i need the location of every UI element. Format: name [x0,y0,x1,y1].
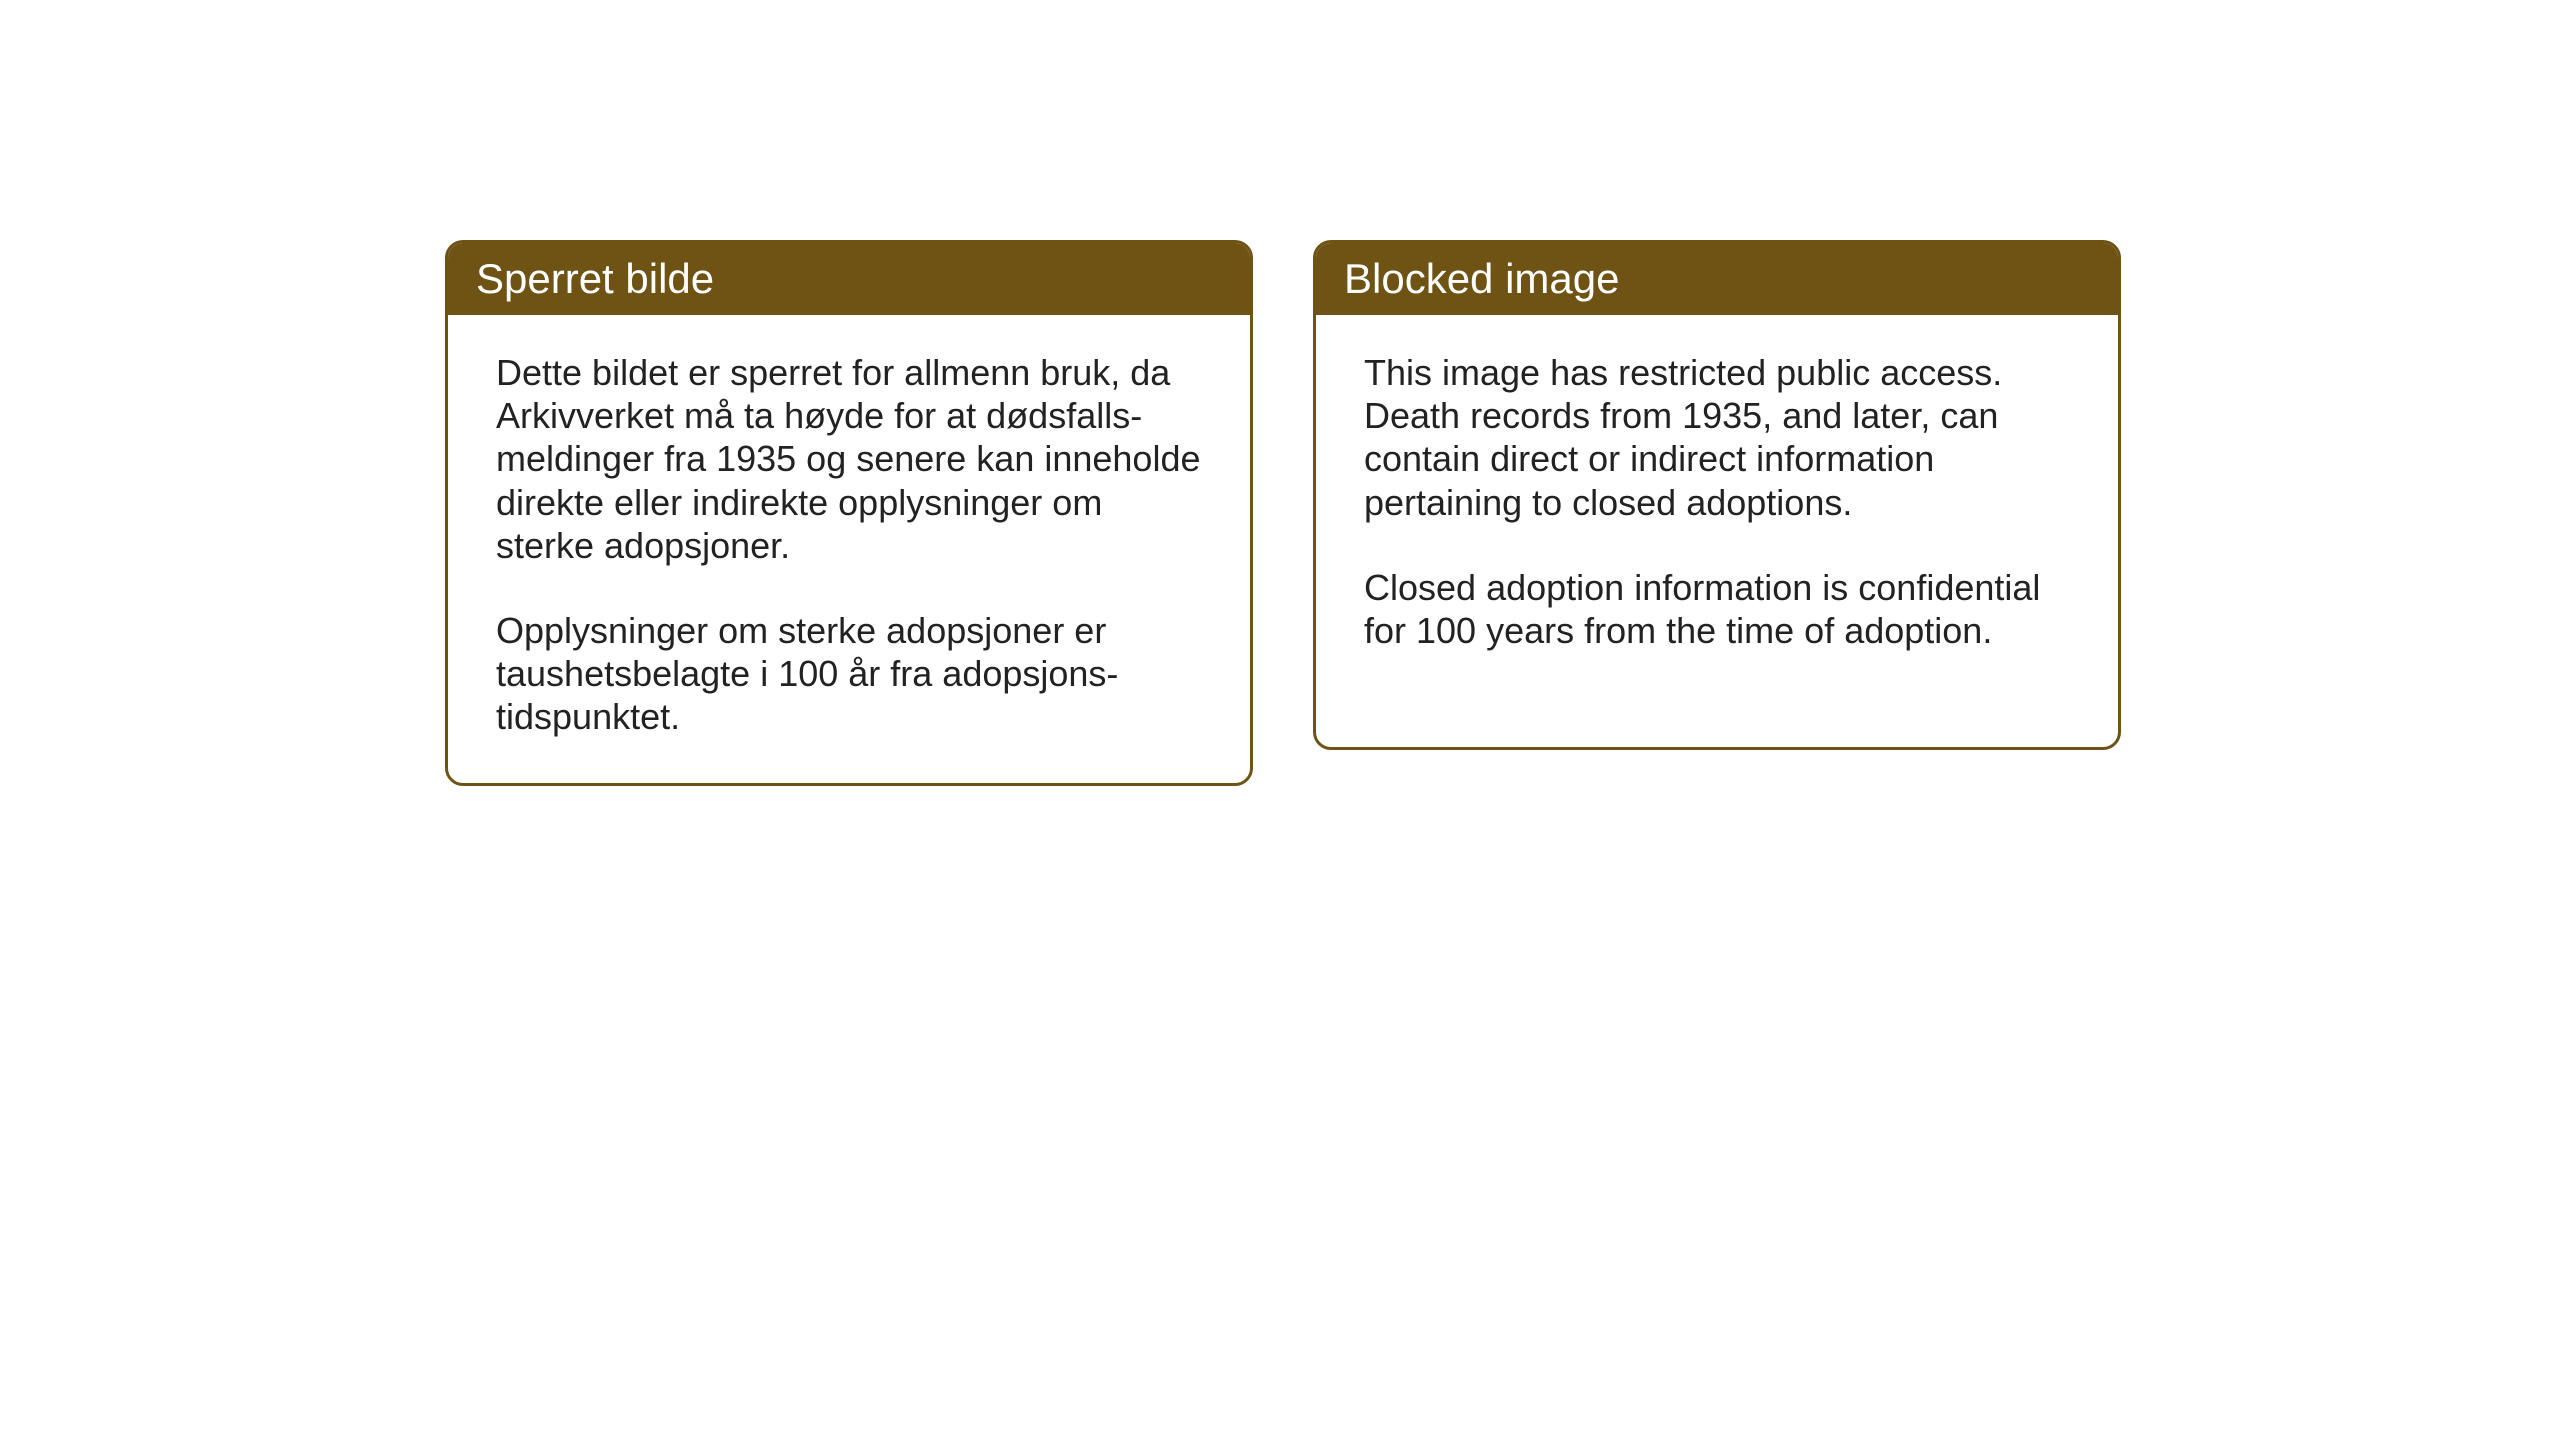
notice-card-english: Blocked image This image has restricted … [1313,240,2121,750]
card-para2-norwegian: Opplysninger om sterke adopsjoner er tau… [496,609,1202,739]
notice-container: Sperret bilde Dette bildet er sperret fo… [445,240,2560,786]
notice-card-norwegian: Sperret bilde Dette bildet er sperret fo… [445,240,1253,786]
card-para1-english: This image has restricted public access.… [1364,351,2070,524]
card-title-english: Blocked image [1344,255,1619,302]
card-body-english: This image has restricted public access.… [1316,315,2118,696]
card-para1-norwegian: Dette bildet er sperret for allmenn bruk… [496,351,1202,567]
card-title-norwegian: Sperret bilde [476,255,714,302]
card-body-norwegian: Dette bildet er sperret for allmenn bruk… [448,315,1250,783]
card-header-norwegian: Sperret bilde [448,243,1250,315]
card-para2-english: Closed adoption information is confident… [1364,566,2070,652]
card-header-english: Blocked image [1316,243,2118,315]
